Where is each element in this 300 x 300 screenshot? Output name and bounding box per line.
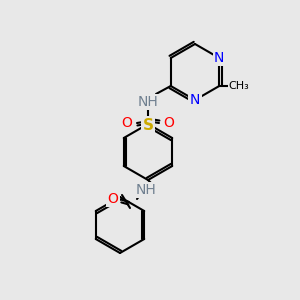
Text: O: O xyxy=(108,192,118,206)
Text: NH: NH xyxy=(138,95,158,109)
Text: CH₃: CH₃ xyxy=(229,81,250,91)
Text: O: O xyxy=(122,116,132,130)
Text: O: O xyxy=(164,116,174,130)
Text: NH: NH xyxy=(136,183,156,197)
Text: N: N xyxy=(190,93,200,107)
Text: N: N xyxy=(214,51,224,65)
Text: S: S xyxy=(142,118,154,133)
